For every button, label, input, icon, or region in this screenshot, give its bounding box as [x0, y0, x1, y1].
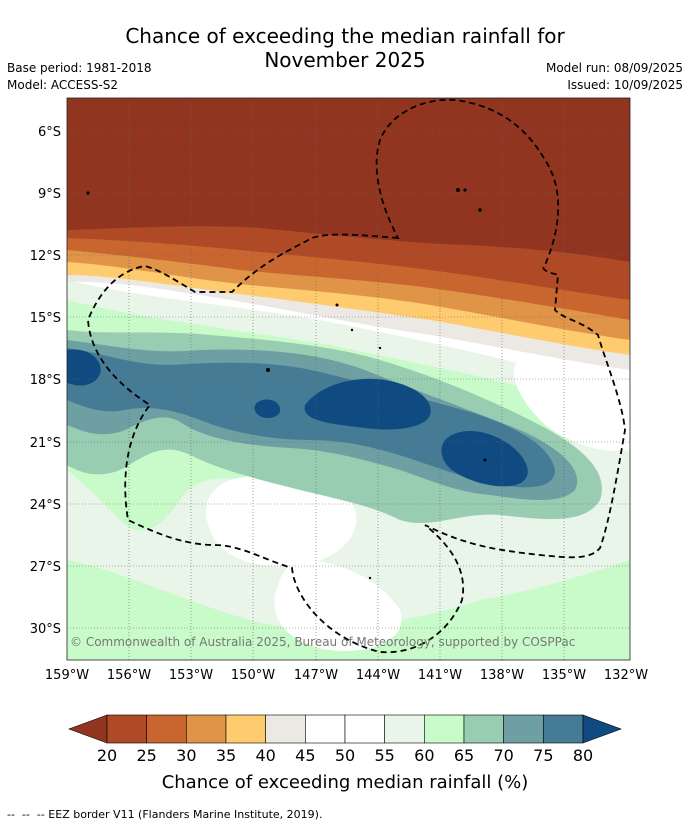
- colorbar-cell: [424, 714, 465, 744]
- eez-border-cook-islands: [87, 99, 626, 654]
- colorbar-title: Chance of exceeding median rainfall (%): [162, 772, 529, 793]
- lon-label: 135°W: [542, 668, 586, 683]
- colorbar-cell: [146, 714, 187, 744]
- lon-label: 159°W: [45, 668, 89, 683]
- colorbar-cell: [305, 714, 346, 744]
- colorbar-cell: [543, 714, 584, 744]
- colorbar-extension-low: [68, 714, 108, 744]
- colorbar-cell: [344, 714, 385, 744]
- colorbar-cell: [186, 714, 227, 744]
- patch-white-2: [513, 356, 630, 451]
- colorbar-tick-label: 40: [255, 746, 275, 765]
- lon-label: 144°W: [356, 668, 400, 683]
- colorbar-tick-label: 20: [97, 746, 117, 765]
- core-dark-blue-1: [304, 378, 431, 430]
- longitude-labels: 159°W 156°W 153°W 150°W 147°W 144°W 141°…: [45, 668, 648, 683]
- colorbar-cell: [225, 714, 266, 744]
- core-deep-brown: [67, 98, 630, 262]
- issued-date: Issued: 10/09/2025: [567, 78, 683, 92]
- lat-label: 18°S: [30, 373, 61, 388]
- model-name: Model: ACCESS-S2: [7, 78, 119, 92]
- map-title: Chance of exceeding the median rainfall …: [0, 24, 690, 72]
- lat-label: 15°S: [30, 311, 61, 326]
- colorbar-tick-label: 55: [374, 746, 394, 765]
- title-line-2: November 2025: [264, 48, 426, 72]
- colorbar-cell: [384, 714, 425, 744]
- colorbar-tick-label: 60: [414, 746, 434, 765]
- lon-label: 153°W: [169, 668, 213, 683]
- band-blue: [67, 348, 555, 488]
- colorbar-tick-label: 50: [335, 746, 355, 765]
- core-dark-blue-4: [254, 399, 281, 418]
- lon-label: 141°W: [418, 668, 462, 683]
- core-dark-blue-3: [67, 349, 101, 386]
- copyright-notice: © Commonwealth of Australia 2025, Bureau…: [70, 635, 575, 649]
- colorbar-tick-label: 45: [295, 746, 315, 765]
- latitude-labels: 6°S 9°S 12°S 15°S 18°S 21°S 24°S 27°S 30…: [30, 125, 61, 637]
- colorbar: [68, 714, 622, 744]
- lat-label: 6°S: [38, 125, 61, 140]
- colorbar-tick-label: 35: [216, 746, 236, 765]
- colorbar-cell: [463, 714, 504, 744]
- meta-left: Base period: 1981-2018 Model: ACCESS-S2: [7, 60, 152, 94]
- colorbar-tick-label: 80: [573, 746, 593, 765]
- colorbar-extension-high: [582, 714, 622, 744]
- graticule: [67, 98, 630, 660]
- lon-label: 150°W: [231, 668, 275, 683]
- lat-label: 30°S: [30, 622, 61, 637]
- colorbar-tick-label: 30: [176, 746, 196, 765]
- eez-legend-footer: -- -- -- EEZ border V11 (Flanders Marine…: [7, 808, 323, 821]
- map-frame: [66, 97, 631, 661]
- colorbar-tick-labels: 20 25 30 35 40 45 50 55 60 65 70 75 80: [97, 746, 593, 765]
- lon-label: 156°W: [107, 668, 151, 683]
- colorbar-cell: [265, 714, 306, 744]
- base-period: Base period: 1981-2018: [7, 61, 152, 75]
- colorbar-tick-label: 75: [533, 746, 553, 765]
- islands: [86, 188, 487, 580]
- lon-label: 147°W: [294, 668, 338, 683]
- colorbar-tick-label: 70: [493, 746, 513, 765]
- colorbar-tick-label: 25: [136, 746, 156, 765]
- lat-label: 12°S: [30, 249, 61, 264]
- colorbar-cell: [503, 714, 544, 744]
- meta-right: Model run: 08/09/2025 Issued: 10/09/2025: [546, 60, 683, 94]
- patch-white-3: [274, 560, 402, 651]
- field-green-south: [67, 560, 630, 660]
- title-line-1: Chance of exceeding the median rainfall …: [125, 24, 565, 48]
- colorbar-tick-label: 65: [454, 746, 474, 765]
- patch-white-1: [206, 474, 357, 567]
- model-run: Model run: 08/09/2025: [545, 61, 683, 75]
- colorbar-cell: [106, 714, 147, 744]
- lon-label: 132°W: [604, 668, 648, 683]
- lat-label: 27°S: [30, 560, 61, 575]
- lat-label: 24°S: [30, 498, 61, 513]
- lon-label: 138°W: [480, 668, 524, 683]
- lat-label: 9°S: [38, 187, 61, 202]
- map-area: © Commonwealth of Australia 2025, Bureau…: [67, 98, 630, 660]
- lat-label: 21°S: [30, 436, 61, 451]
